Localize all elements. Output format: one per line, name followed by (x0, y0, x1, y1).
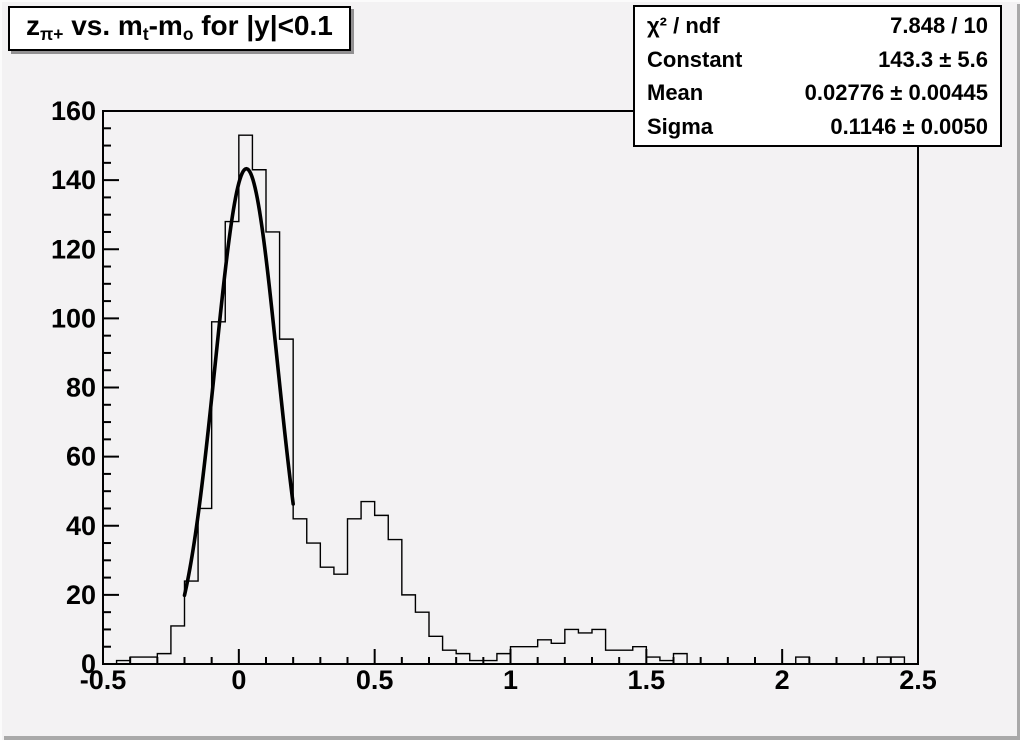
title-seg: vs. m (63, 10, 143, 41)
canvas-bevel-right (1017, 4, 1020, 740)
fit-curve (182, 166, 295, 598)
x-tick-label: 1 (503, 665, 518, 695)
stats-row-chi2: χ² / ndf 7.848 / 10 (647, 9, 988, 42)
y-tick-label: 120 (51, 234, 96, 264)
y-tick-label: 100 (51, 303, 96, 333)
y-tick-label: 20 (66, 580, 96, 610)
x-tick-label: 2 (775, 665, 790, 695)
stats-label: χ² / ndf (647, 13, 720, 39)
x-tick-label: 0 (231, 665, 246, 695)
x-tick-label: -0.5 (80, 665, 127, 695)
fit-stats-box: χ² / ndf 7.848 / 10 Constant 143.3 ± 5.6… (633, 5, 1002, 147)
x-tick-label: 2.5 (899, 665, 937, 695)
stats-value: 0.1146 ± 0.0050 (830, 113, 988, 139)
stats-label: Constant (647, 46, 743, 72)
title-seg: for |y|<0.1 (193, 10, 333, 41)
x-tick-label: 1.5 (628, 665, 666, 695)
histogram-title-box: zπ+ vs. mt-mo for |y|<0.1 (8, 6, 351, 52)
stats-label: Sigma (647, 113, 714, 139)
y-tick-label: 160 (51, 96, 96, 126)
histogram-line (103, 134, 918, 665)
stats-row-sigma: Sigma 0.1146 ± 0.0050 (647, 110, 988, 143)
canvas-bevel-left (0, 0, 2, 740)
y-tick-label: 40 (66, 511, 96, 541)
stats-row-constant: Constant 143.3 ± 5.6 (647, 43, 988, 76)
title-text: zπ+ vs. mt-mo for |y|<0.1 (26, 10, 333, 45)
x-tick-label: 0.5 (356, 665, 394, 695)
title-seg: -m (148, 10, 183, 41)
stats-label: Mean (647, 80, 704, 106)
stats-value: 0.02776 ± 0.00445 (804, 80, 988, 106)
canvas-bevel-top (0, 0, 1020, 2)
y-tick-label: 60 (66, 442, 96, 472)
plot-frame (102, 110, 919, 665)
title-seg: z (26, 10, 40, 41)
y-tick-label: 80 (66, 373, 96, 403)
canvas-bevel-bottom (4, 736, 1020, 740)
y-tick-label: 140 (51, 165, 96, 195)
y-tick-label: 0 (81, 649, 96, 679)
title-sub-o: o (182, 24, 194, 45)
stats-value: 7.848 / 10 (890, 13, 988, 39)
stats-value: 143.3 ± 5.6 (878, 46, 988, 72)
title-sub-pi: π+ (40, 24, 64, 45)
title-sub-t: t (142, 24, 149, 45)
stats-row-mean: Mean 0.02776 ± 0.00445 (647, 76, 988, 109)
